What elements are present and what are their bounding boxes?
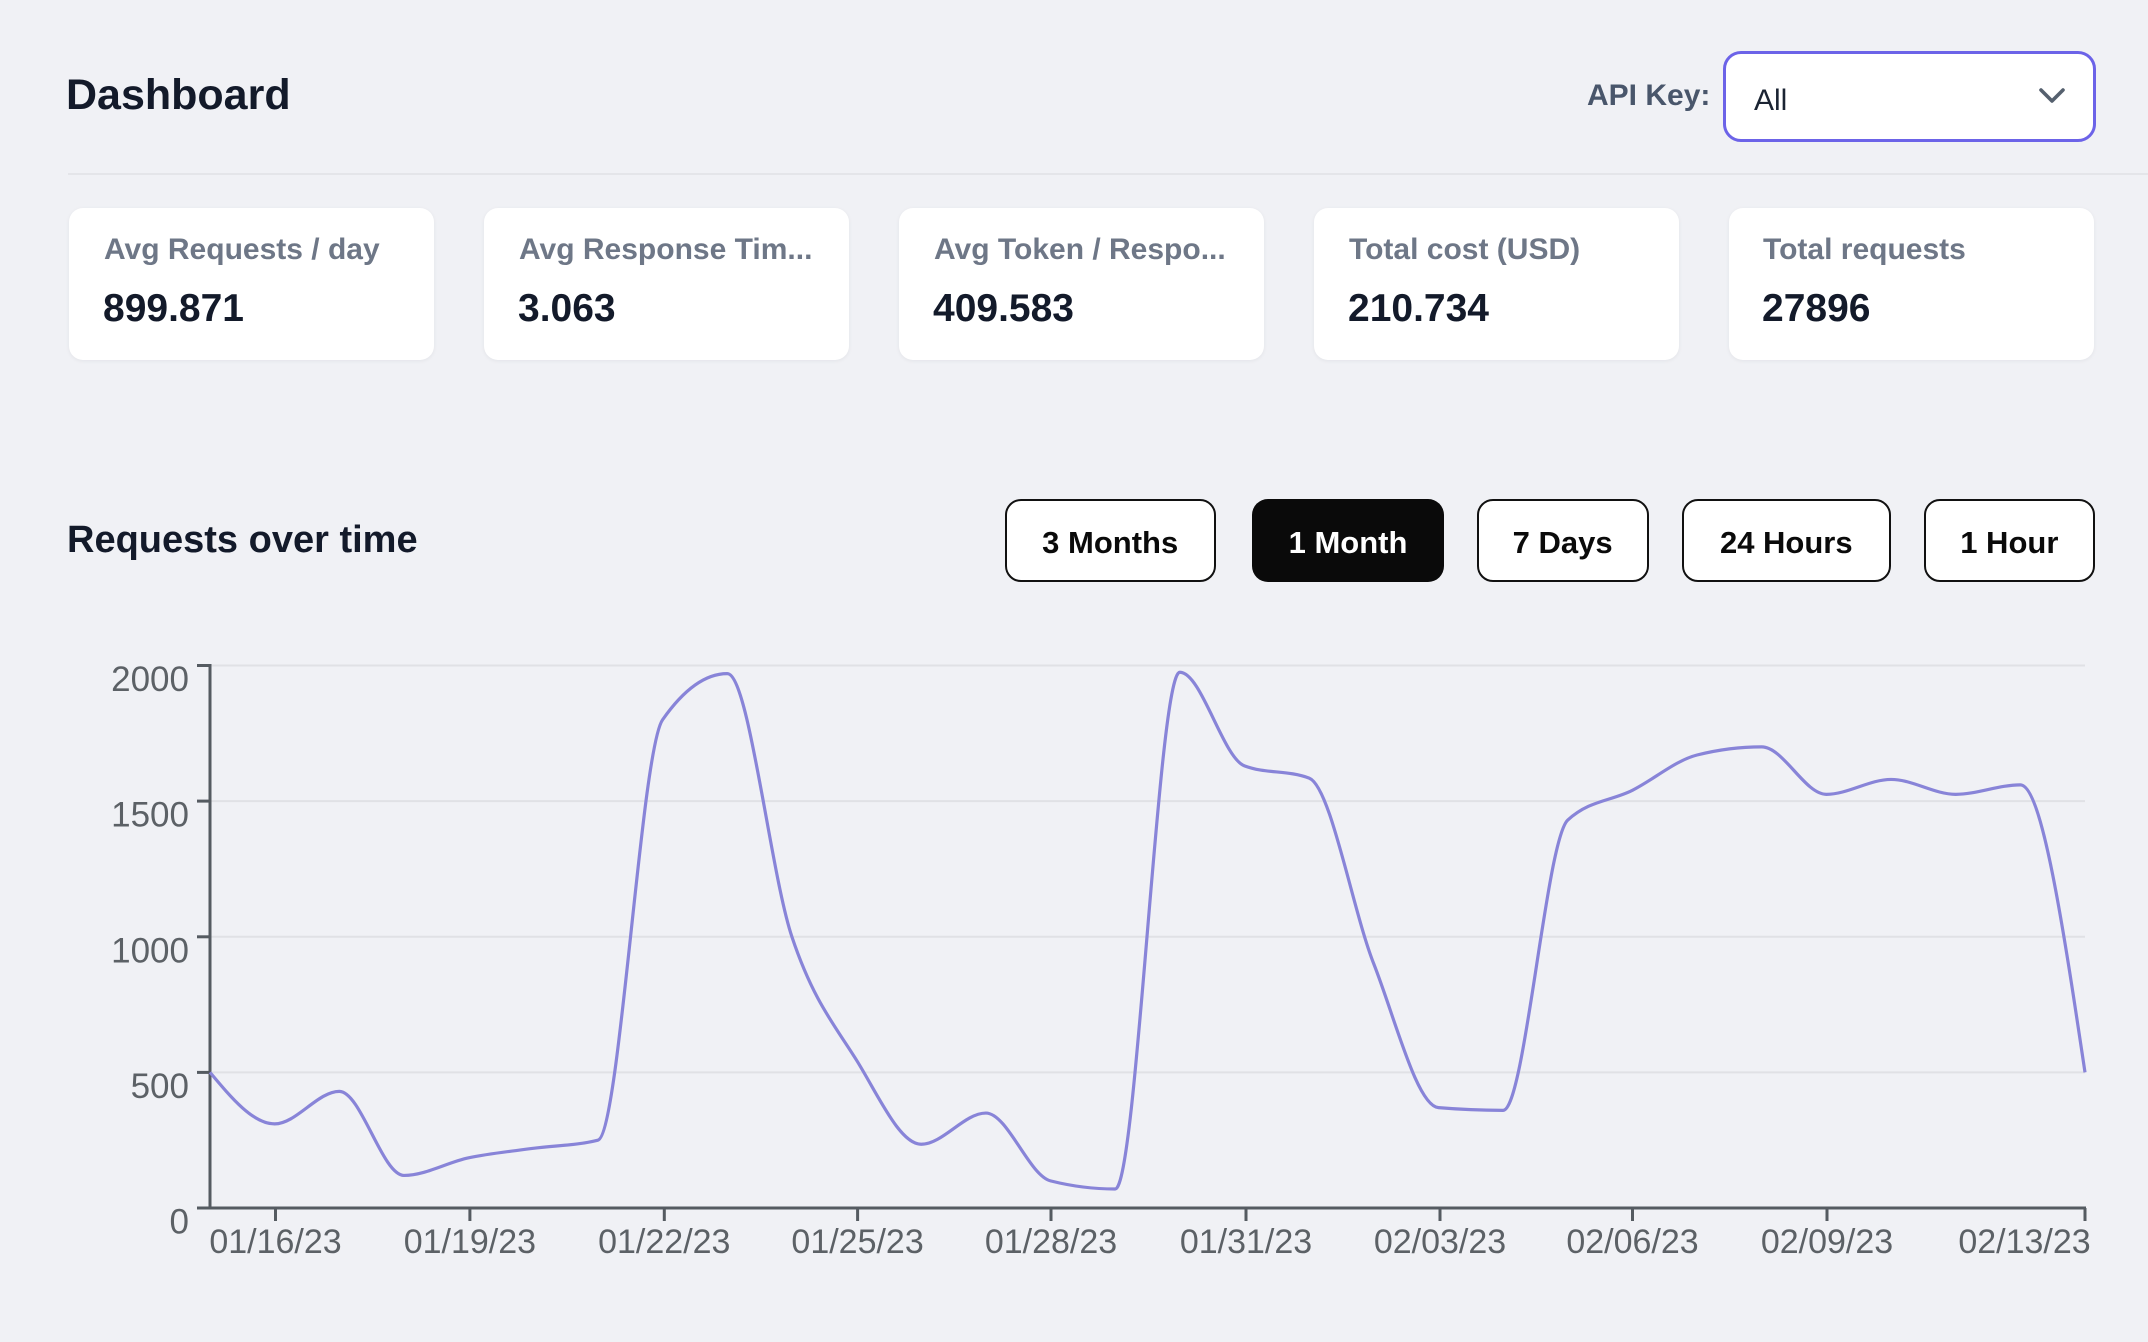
svg-text:500: 500	[131, 1067, 189, 1106]
svg-text:02/03/23: 02/03/23	[1374, 1223, 1506, 1261]
svg-text:01/16/23: 01/16/23	[209, 1223, 341, 1261]
svg-text:01/25/23: 01/25/23	[791, 1223, 923, 1261]
svg-text:01/31/23: 01/31/23	[1180, 1223, 1312, 1261]
svg-text:01/22/23: 01/22/23	[598, 1223, 730, 1261]
svg-text:01/19/23: 01/19/23	[404, 1223, 536, 1261]
svg-text:02/13/23: 02/13/23	[1958, 1223, 2090, 1261]
svg-text:02/06/23: 02/06/23	[1566, 1223, 1698, 1261]
svg-text:01/28/23: 01/28/23	[985, 1223, 1117, 1261]
svg-text:02/09/23: 02/09/23	[1761, 1223, 1893, 1261]
svg-text:0: 0	[170, 1203, 189, 1242]
svg-text:2000: 2000	[111, 660, 189, 699]
svg-text:1500: 1500	[111, 796, 189, 835]
svg-text:1000: 1000	[111, 931, 189, 970]
